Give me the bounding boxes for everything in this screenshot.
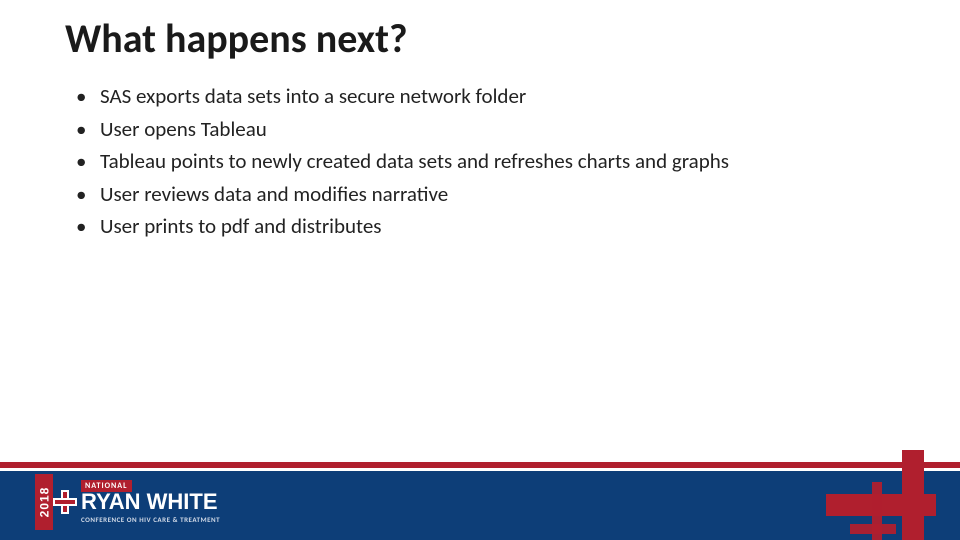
list-item: Tableau points to newly created data set… bbox=[70, 145, 890, 178]
list-item: User opens Tableau bbox=[70, 113, 890, 146]
list-item: SAS exports data sets into a secure netw… bbox=[70, 80, 890, 113]
list-item: User prints to pdf and distributes bbox=[70, 210, 890, 243]
year-badge: 2018 bbox=[35, 474, 53, 530]
bullet-list: SAS exports data sets into a secure netw… bbox=[70, 80, 890, 243]
slide: What happens next? SAS exports data sets… bbox=[0, 0, 960, 540]
logo-title: RYAN WHITE bbox=[81, 492, 220, 513]
footer-logo: 2018 NATIONAL RYAN WHITE CONFERENCE ON H… bbox=[35, 478, 220, 534]
plus-icon bbox=[53, 490, 77, 514]
footer: 2018 NATIONAL RYAN WHITE CONFERENCE ON H… bbox=[0, 462, 960, 540]
logo-text-stack: NATIONAL RYAN WHITE CONFERENCE ON HIV CA… bbox=[81, 480, 220, 524]
logo-subtitle: CONFERENCE ON HIV CARE & TREATMENT bbox=[81, 515, 220, 524]
cross-motif-icon bbox=[826, 450, 936, 540]
slide-title: What happens next? bbox=[65, 14, 408, 63]
year-text: 2018 bbox=[37, 487, 51, 518]
list-item: User reviews data and modifies narrative bbox=[70, 178, 890, 211]
